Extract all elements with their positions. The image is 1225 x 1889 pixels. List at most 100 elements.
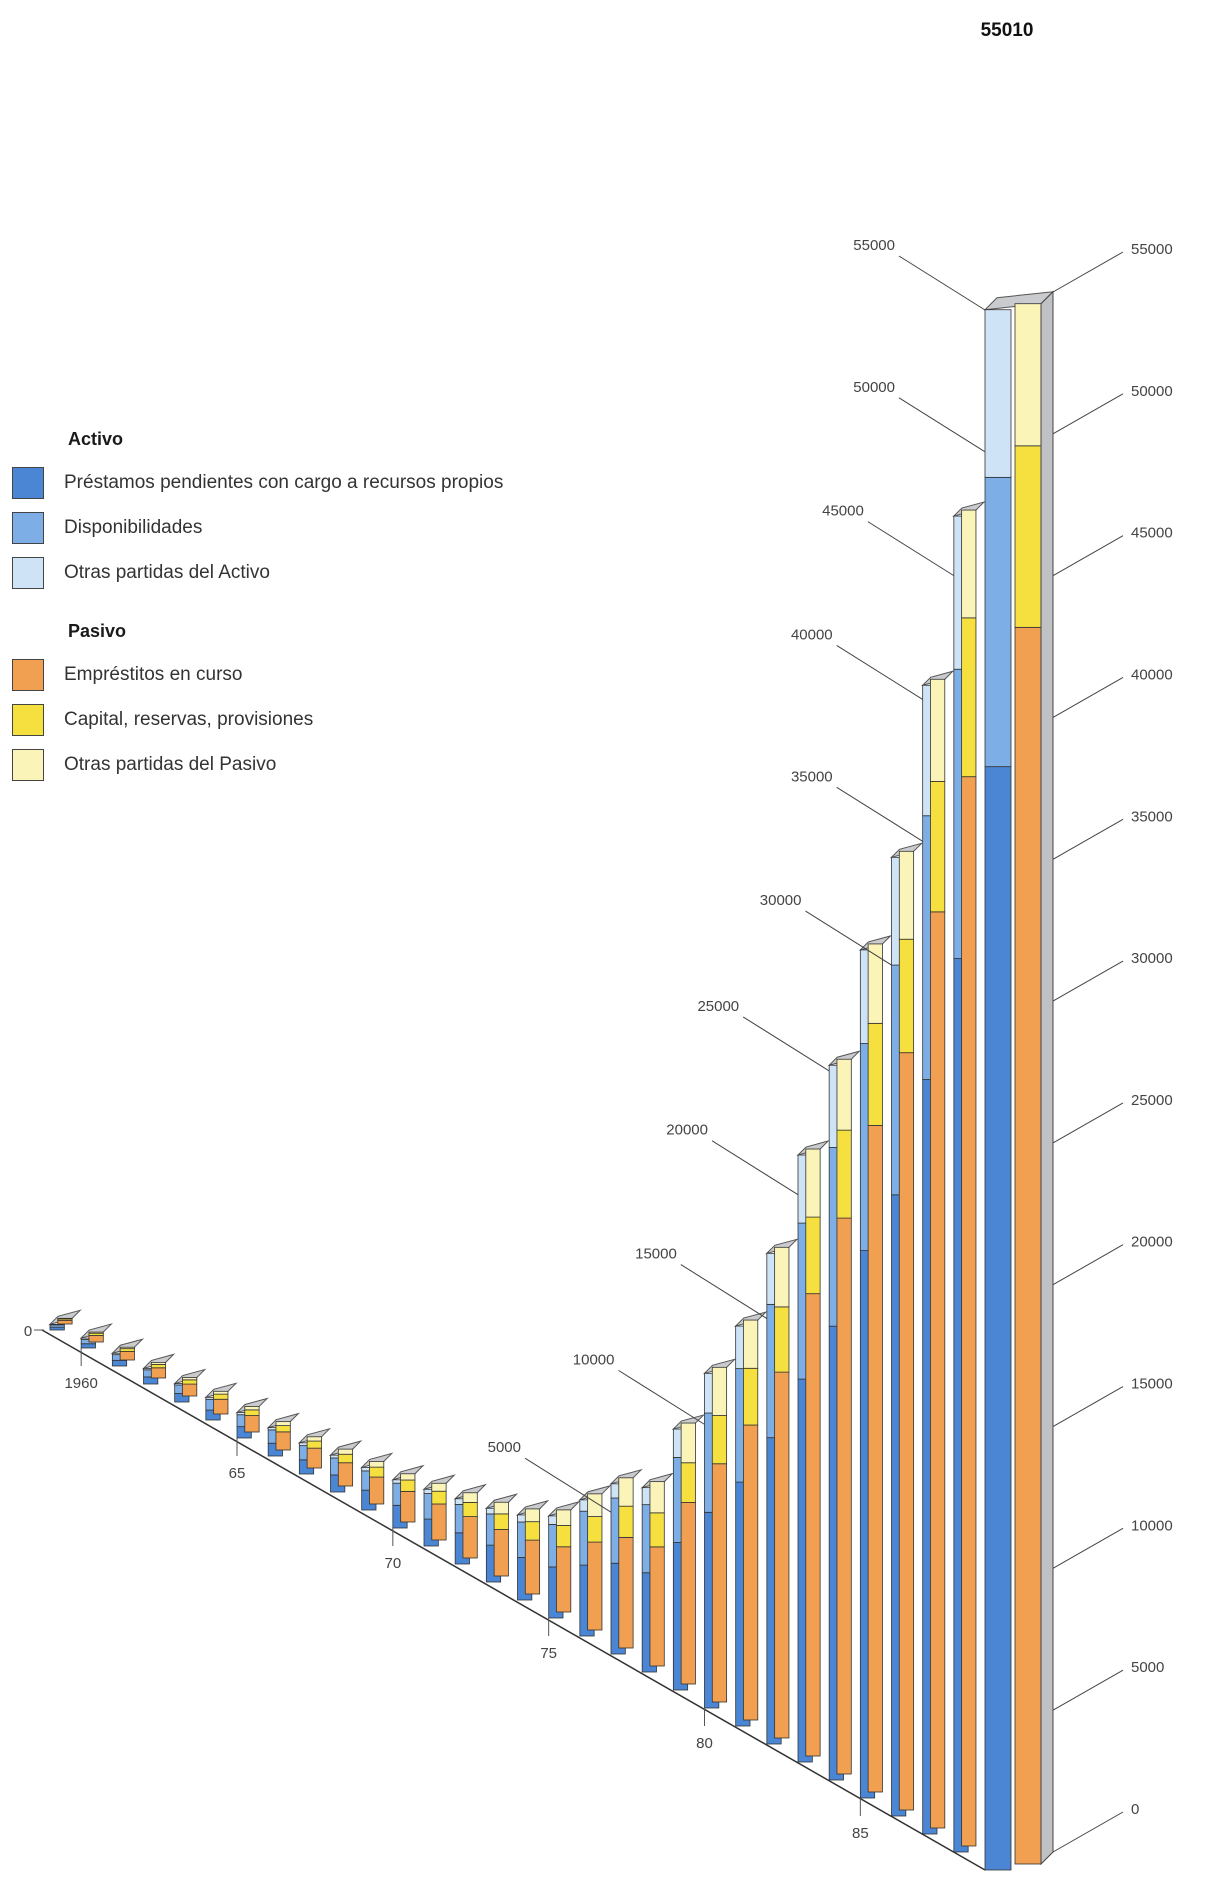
bar-pasivo-1978-1: [649, 1512, 665, 1548]
year-label-70: 70: [384, 1555, 401, 1572]
bar-pasivo-1961-0: [119, 1351, 135, 1361]
bar-pasivo-1986-0: [898, 1052, 915, 1811]
bar-pasivo-1989-1: [1014, 445, 1042, 628]
bar-activo-1961-0: [111, 1359, 128, 1367]
bar-activo-1959-0: [49, 1326, 65, 1331]
bar-pasivo-1970-2: [400, 1473, 416, 1481]
bar-pasivo-1977-0: [618, 1536, 634, 1649]
legend-swatch-capital: [12, 703, 44, 736]
bar-pasivo-1980-2: [711, 1366, 728, 1416]
legend-swatch-otras-pasivo: [12, 748, 44, 781]
left-scale-leader-40000: [836, 645, 923, 700]
left-scale-leader-50000: [898, 397, 986, 453]
bar-pasivo-1966-0: [275, 1431, 291, 1451]
legend-item-emprestitos: Empréstitos en curso: [8, 652, 608, 697]
year-label-1960: 1960: [64, 1375, 97, 1392]
bar-activo-1960-0: [80, 1343, 96, 1349]
bar-pasivo-1973-2: [493, 1501, 509, 1515]
bar-pasivo-1963-2: [182, 1377, 198, 1381]
bar-activo-1989-0: [984, 766, 1012, 1871]
bar-pasivo-1968-0: [337, 1462, 354, 1487]
bar-pasivo-1981-0: [743, 1424, 759, 1721]
bar-pasivo-1959-0: [57, 1319, 73, 1325]
left-scale-leader-20000: [711, 1140, 799, 1196]
bar-pasivo-1980-1: [711, 1415, 728, 1465]
legend-item-otras-pasivo: Otras partidas del Pasivo: [8, 742, 608, 787]
bar-activo-1959-2: [49, 1323, 65, 1326]
bar-pasivo-1975-2: [556, 1509, 572, 1526]
bar-pasivo-1962-2: [150, 1362, 167, 1365]
bar-pasivo-1961-2: [119, 1346, 135, 1350]
left-scale-label-40000: 40000: [791, 626, 833, 643]
right-scale-leader-50000: [1052, 393, 1124, 435]
bar-pasivo-1976-0: [587, 1541, 603, 1631]
left-scale-leader-35000: [836, 786, 923, 842]
bar-pasivo-1969-0: [369, 1476, 385, 1505]
bar-pasivo-1962-0: [150, 1367, 167, 1379]
bar-pasivo-1989-2: [1014, 303, 1042, 447]
bar-pasivo-1963-1: [182, 1379, 198, 1385]
right-scale-label-20000: 20000: [1131, 1234, 1173, 1251]
legend-swatch-disponibilidades: [12, 511, 44, 544]
right-scale-leader-0: [1052, 1811, 1124, 1853]
bar-pasivo-1967-0: [306, 1447, 322, 1469]
right-scale-label-45000: 45000: [1131, 525, 1173, 542]
bar-pasivo-1966-2: [275, 1421, 291, 1427]
left-scale-label-0: 0: [24, 1323, 32, 1340]
bar-pasivo-1960-0: [88, 1335, 104, 1343]
bar-pasivo-1971-0: [431, 1503, 447, 1541]
bar-pasivo-1988-0: [961, 776, 977, 1847]
legend-label-prestamos: Préstamos pendientes con cargo a recurso…: [64, 471, 504, 493]
bar-pasivo-1984-0: [836, 1217, 852, 1775]
right-scale-leader-5000: [1052, 1669, 1124, 1711]
left-scale-leader-30000: [805, 910, 892, 966]
final-total-label: 55010: [981, 20, 1034, 41]
right-scale-label-50000: 50000: [1131, 383, 1173, 400]
year-label-65: 65: [229, 1465, 246, 1482]
right-scale-leader-25000: [1052, 1102, 1124, 1144]
right-scale-leader-35000: [1052, 818, 1124, 860]
legend-label-capital: Capital, reservas, provisiones: [64, 708, 314, 730]
bar-pasivo-1972-0: [462, 1516, 478, 1559]
right-scale-leader-15000: [1052, 1386, 1124, 1427]
bar-pasivo-1978-0: [649, 1546, 665, 1667]
year-label-85: 85: [852, 1825, 869, 1842]
bar-pasivo-1977-1: [618, 1505, 634, 1538]
bar-pasivo-1963-0: [182, 1383, 198, 1397]
bar-pasivo-1987-1: [930, 780, 946, 913]
bar-pasivo-1986-1: [898, 938, 915, 1054]
left-scale-label-5000: 5000: [488, 1439, 521, 1456]
bar-pasivo-1984-2: [836, 1058, 852, 1131]
legend-swatch-emprestitos: [12, 658, 44, 691]
bar-pasivo-1987-2: [930, 678, 946, 782]
left-scale-label-25000: 25000: [697, 998, 739, 1015]
right-scale-label-55000: 55000: [1131, 241, 1173, 258]
left-scale-label-50000: 50000: [853, 379, 895, 396]
left-scale-leader-10000: [618, 1369, 705, 1425]
bar-pasivo-1988-1: [961, 617, 977, 778]
right-scale-label-30000: 30000: [1131, 950, 1173, 967]
year-label-75: 75: [540, 1645, 557, 1662]
right-scale-leader-30000: [1052, 960, 1124, 1002]
right-scale-label-25000: 25000: [1131, 1092, 1173, 1109]
bar-pasivo-1981-1: [743, 1367, 759, 1426]
left-scale-label-10000: 10000: [573, 1351, 615, 1368]
bar-pasivo-1975-1: [556, 1525, 572, 1548]
left-scale-label-45000: 45000: [822, 503, 864, 520]
bar-pasivo-1978-2: [649, 1481, 665, 1514]
bar-pasivo-1964-2: [213, 1390, 229, 1395]
bar-pasivo-1982-1: [774, 1306, 790, 1373]
baseline: [41, 1329, 986, 1871]
left-scale-label-15000: 15000: [635, 1246, 677, 1263]
left-scale-leader-25000: [742, 1016, 830, 1072]
legend-label-otras-activo: Otras partidas del Activo: [64, 561, 270, 583]
bar-pasivo-1983-0: [805, 1293, 821, 1757]
legend-swatch-prestamos: [12, 466, 44, 499]
right-scale-label-5000: 5000: [1131, 1659, 1164, 1676]
bar-pasivo-1970-0: [400, 1490, 416, 1523]
bar-pasivo-1985-0: [867, 1125, 883, 1793]
bar-pasivo-1971-2: [431, 1482, 447, 1492]
right-scale-leader-55000: [1052, 251, 1124, 293]
legend: Activo Préstamos pendientes con cargo a …: [8, 425, 608, 787]
right-scale-leader-20000: [1052, 1244, 1124, 1286]
